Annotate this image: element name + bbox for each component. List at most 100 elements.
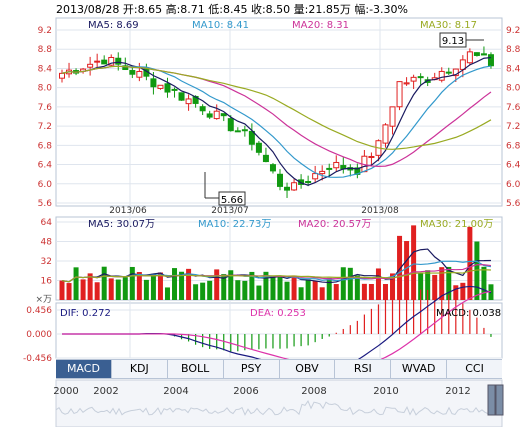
candle-body bbox=[262, 154, 269, 163]
volume-bar bbox=[164, 287, 170, 300]
volume-bar bbox=[263, 271, 269, 300]
volume-bar bbox=[136, 272, 142, 300]
price-y-tick-right: 8.4 bbox=[506, 64, 521, 74]
volume-y-tick: 64 bbox=[41, 218, 53, 228]
volume-unit: ×万 bbox=[35, 295, 52, 305]
timeline-label: 2004 bbox=[163, 386, 188, 397]
volume-bar bbox=[73, 267, 79, 300]
candle-body bbox=[389, 106, 396, 127]
volume-bar bbox=[382, 284, 388, 300]
timeline-label: 2006 bbox=[233, 386, 258, 397]
candle-body bbox=[157, 84, 164, 89]
volume-ma-label: MA5: 30.07万 bbox=[88, 219, 155, 230]
volume-bar bbox=[193, 284, 199, 300]
volume-ma30-line bbox=[61, 269, 491, 283]
timeline-sparkline bbox=[55, 400, 501, 416]
volume-bar bbox=[108, 278, 114, 300]
timeline-label: 2002 bbox=[93, 386, 118, 397]
timeline-panel bbox=[55, 379, 503, 427]
quote-summary: 2013/08/28 开:8.65 高:8.71 低:8.45 收:8.50 量… bbox=[56, 3, 408, 16]
price-y-tick-right: 6.0 bbox=[506, 180, 521, 190]
timeline-label: 2000 bbox=[53, 386, 78, 397]
tab-macd[interactable]: MACD bbox=[56, 360, 112, 378]
volume-bar bbox=[397, 235, 403, 300]
volume-bar bbox=[214, 269, 220, 300]
volume-bar bbox=[115, 279, 121, 300]
volume-bar bbox=[221, 274, 227, 300]
volume-bar bbox=[207, 280, 213, 300]
tab-kdj[interactable]: KDJ bbox=[112, 360, 168, 378]
volume-bar bbox=[59, 280, 65, 300]
candle-body bbox=[417, 76, 424, 79]
price-y-tick-left: 7.6 bbox=[38, 103, 53, 113]
volume-bar bbox=[277, 276, 283, 300]
candle-body bbox=[115, 57, 122, 65]
volume-bar bbox=[411, 225, 417, 300]
volume-ma5-line bbox=[61, 248, 491, 284]
volume-bar bbox=[460, 282, 466, 300]
volume-bar bbox=[172, 268, 178, 300]
macd-label: MACD: 0.038 bbox=[436, 308, 501, 319]
tab-psy[interactable]: PSY bbox=[224, 360, 280, 378]
price-y-tick-right: 7.2 bbox=[506, 122, 520, 132]
candle-body bbox=[284, 186, 291, 191]
tab-cci[interactable]: CCI bbox=[465, 362, 484, 375]
candle-body bbox=[206, 113, 213, 118]
volume-bar bbox=[186, 268, 192, 300]
dif-label: DIF: 0.272 bbox=[60, 308, 111, 319]
candle-body bbox=[333, 161, 340, 169]
candle-body bbox=[129, 70, 136, 75]
volume-bar bbox=[228, 270, 234, 300]
price-y-tick-left: 6.4 bbox=[38, 161, 53, 171]
candle-body bbox=[199, 106, 206, 112]
volume-bar bbox=[80, 279, 86, 300]
tab-rsi[interactable]: RSI bbox=[335, 360, 392, 378]
volume-bar bbox=[404, 241, 410, 300]
candle-body bbox=[382, 124, 389, 144]
volume-bar bbox=[446, 266, 452, 300]
ma5-line bbox=[61, 56, 492, 186]
volume-bar bbox=[319, 287, 325, 300]
price-x-tick: 2013/07 bbox=[211, 206, 248, 216]
volume-ma-label: MA10: 22.73万 bbox=[198, 219, 271, 230]
volume-bar bbox=[157, 272, 163, 300]
volume-bar bbox=[368, 283, 374, 300]
price-ma-label: MA10: 8.41 bbox=[192, 20, 249, 31]
candle-body bbox=[473, 52, 480, 56]
volume-bar bbox=[439, 267, 445, 300]
price-x-tick: 2013/06 bbox=[109, 206, 147, 216]
candle-body bbox=[220, 113, 227, 117]
candle-body bbox=[305, 181, 312, 184]
candle-body bbox=[466, 51, 473, 64]
tab-wvad[interactable]: WVAD bbox=[391, 360, 448, 378]
high-callout: 9.13 bbox=[442, 36, 464, 47]
volume-bar bbox=[425, 270, 431, 300]
volume-bar bbox=[200, 282, 206, 300]
candle-body bbox=[459, 59, 466, 70]
volume-bar bbox=[361, 283, 367, 300]
candle-body bbox=[213, 110, 220, 120]
volume-y-tick: 16 bbox=[41, 277, 53, 287]
macd-y-tick: -0.456 bbox=[23, 354, 52, 364]
volume-bar bbox=[242, 280, 248, 300]
price-x-tick: 2013/08 bbox=[361, 206, 399, 216]
price-y-tick-left: 8.0 bbox=[38, 84, 53, 94]
candle-body bbox=[312, 173, 319, 180]
timeline-handle-right bbox=[495, 384, 504, 416]
price-y-tick-right: 8.8 bbox=[506, 45, 521, 55]
tab-boll[interactable]: BOLL bbox=[168, 360, 224, 378]
dea-line bbox=[62, 290, 492, 369]
candle-body bbox=[101, 59, 108, 65]
timeline-label: 2008 bbox=[301, 386, 326, 397]
volume-bar bbox=[418, 272, 424, 300]
volume-bar bbox=[354, 275, 360, 300]
price-y-tick-right: 5.6 bbox=[506, 199, 521, 209]
price-y-tick-left: 9.2 bbox=[38, 26, 52, 36]
low-callout: 5.66 bbox=[221, 195, 243, 206]
ma30-line bbox=[61, 65, 492, 150]
price-y-tick-left: 7.2 bbox=[38, 122, 52, 132]
tab-obv[interactable]: OBV bbox=[280, 360, 336, 378]
volume-bar bbox=[101, 266, 107, 300]
candle-body bbox=[291, 182, 298, 191]
candle-body bbox=[136, 70, 143, 78]
